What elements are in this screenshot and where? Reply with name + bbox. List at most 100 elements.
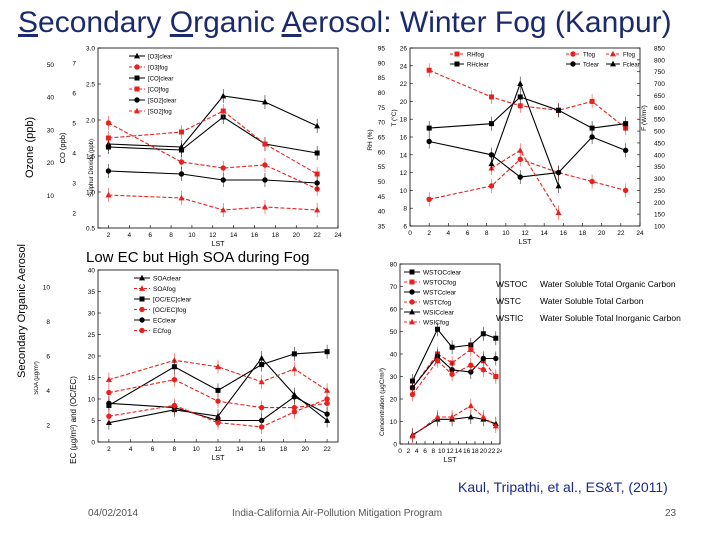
data-point bbox=[314, 206, 321, 213]
citation: Kaul, Tripathi, et al., ES&T, (2011) bbox=[458, 479, 668, 495]
x-tick-label: 4 bbox=[129, 446, 133, 453]
y-tick-label: 26 bbox=[400, 46, 408, 53]
series-line bbox=[412, 348, 497, 389]
x-tick-label: 12 bbox=[446, 448, 454, 455]
data-point bbox=[258, 424, 265, 430]
x-tick-label: 14 bbox=[455, 448, 463, 455]
y-tick-label: 40 bbox=[390, 352, 398, 359]
x-tick-label: 18 bbox=[272, 232, 280, 239]
legend-marker bbox=[134, 75, 140, 81]
rh-tick-label: 75 bbox=[378, 105, 386, 112]
series-line bbox=[429, 136, 626, 178]
soa-tick-label: 6 bbox=[46, 354, 50, 361]
y-tick-label: 70 bbox=[390, 284, 398, 291]
data-point bbox=[488, 121, 494, 127]
legend-label: WSTCfog bbox=[423, 300, 452, 307]
y-tick-label: 8 bbox=[403, 206, 407, 213]
x-tick-label: 22 bbox=[617, 230, 625, 237]
legend-label: SOAclear bbox=[153, 276, 182, 283]
x-tick-label: 20 bbox=[302, 446, 310, 453]
rh-tick-label: 50 bbox=[378, 179, 386, 186]
ozone-tick-label: 20 bbox=[47, 160, 55, 167]
x-tick-label: 22 bbox=[323, 446, 331, 453]
data-point bbox=[622, 147, 629, 154]
data-point bbox=[314, 122, 321, 129]
y-tick-label: 2.0 bbox=[86, 118, 95, 125]
legend-marker bbox=[134, 64, 140, 70]
rh-tick-label: 45 bbox=[378, 194, 386, 201]
series-line bbox=[108, 357, 328, 424]
x-tick-label: 2 bbox=[107, 446, 111, 453]
data-point bbox=[324, 387, 331, 393]
f-tick-label: 350 bbox=[654, 164, 665, 171]
legend-label: [O3]fog bbox=[148, 66, 168, 72]
glossary-abbr: WSTOC bbox=[496, 279, 528, 289]
x-tick-label: 12 bbox=[214, 446, 222, 453]
soa-tick-label: 4 bbox=[46, 388, 50, 395]
data-point bbox=[488, 152, 495, 158]
data-point bbox=[493, 335, 499, 341]
f-axis-label: F (W/m²) bbox=[641, 105, 648, 131]
legend-label: WSICfog bbox=[423, 320, 449, 327]
y-tick-label: 10 bbox=[400, 188, 408, 195]
f-tick-label: 250 bbox=[654, 188, 665, 195]
footer-date: 04/02/2014 bbox=[88, 508, 139, 519]
f-tick-label: 650 bbox=[654, 93, 665, 100]
data-point bbox=[488, 183, 495, 189]
y-tick-label: 10 bbox=[88, 397, 96, 404]
rh-tick-label: 55 bbox=[378, 164, 386, 171]
x-tick-label: 4 bbox=[127, 232, 131, 239]
data-point bbox=[106, 389, 112, 396]
data-point bbox=[426, 67, 432, 73]
x-tick-label: 20 bbox=[293, 232, 301, 239]
series-line bbox=[108, 351, 328, 406]
x-tick-label: 14 bbox=[230, 232, 238, 239]
rh-tick-label: 80 bbox=[378, 90, 386, 97]
data-point bbox=[467, 413, 474, 420]
data-point bbox=[409, 432, 416, 439]
soa-tick-label: 10 bbox=[43, 285, 51, 292]
rh-tick-label: 90 bbox=[378, 60, 386, 67]
x-tick-label: 6 bbox=[423, 448, 427, 455]
x-tick-label: 24 bbox=[496, 448, 502, 455]
data-point bbox=[426, 196, 432, 202]
legend-marker bbox=[610, 60, 616, 67]
y-tick-label: 30 bbox=[88, 311, 96, 318]
data-point bbox=[106, 400, 112, 406]
f-tick-label: 700 bbox=[654, 81, 665, 88]
data-point bbox=[324, 396, 330, 402]
y-tick-label: 60 bbox=[390, 307, 398, 314]
title-part: rganic bbox=[193, 6, 282, 39]
x-tick-label: 10 bbox=[188, 232, 196, 239]
y-tick-label: 20 bbox=[88, 354, 96, 361]
data-point bbox=[105, 168, 112, 174]
y-tick-label: 16 bbox=[400, 135, 408, 142]
y-tick-label: 24 bbox=[400, 63, 408, 70]
legend-marker bbox=[570, 61, 576, 67]
y-tick-label: 15 bbox=[88, 375, 96, 382]
legend-marker bbox=[409, 279, 415, 285]
ws-axis-label: Concentration (µgC/m³) bbox=[379, 368, 386, 436]
y-tick-label: 6 bbox=[403, 224, 407, 231]
rh-tick-label: 65 bbox=[378, 135, 386, 142]
so2-tick-label: 6 bbox=[72, 91, 76, 98]
y-tick-label: 30 bbox=[390, 374, 398, 381]
data-point bbox=[324, 349, 330, 355]
glossary-meaning: Water Soluble Total Inorganic Carbon bbox=[540, 313, 681, 323]
so2-tick-label: 2 bbox=[72, 211, 76, 218]
data-point bbox=[434, 358, 441, 364]
x-tick-label: 6 bbox=[148, 232, 152, 239]
t-axis-label: T (°C) bbox=[390, 109, 398, 126]
data-point bbox=[480, 331, 486, 337]
x-axis-label: LST bbox=[212, 241, 226, 248]
data-point bbox=[178, 194, 185, 201]
data-point bbox=[589, 125, 595, 131]
x-tick-label: 6 bbox=[466, 230, 470, 237]
f-tick-label: 450 bbox=[654, 140, 665, 147]
x-tick-label: 8 bbox=[173, 446, 177, 453]
y-tick-label: 50 bbox=[390, 329, 398, 336]
legend-marker bbox=[454, 61, 460, 67]
y-tick-label: 1.0 bbox=[86, 190, 95, 197]
data-point bbox=[291, 409, 298, 415]
x-tick-label: 12 bbox=[521, 230, 529, 237]
